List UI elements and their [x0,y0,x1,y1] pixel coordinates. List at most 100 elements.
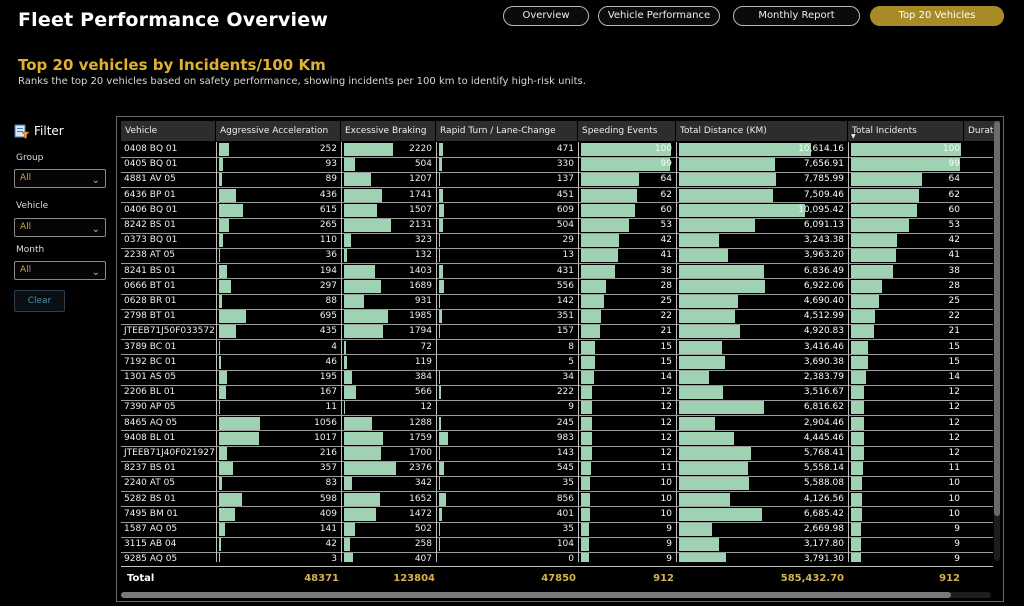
cell-accel: 110 [216,233,341,249]
table-row[interactable]: 8242 BS 01 265 2131 504 53 6,091.13 53 [121,218,993,233]
table-row[interactable]: 2206 BL 01 167 566 222 12 3,516.67 12 [121,385,993,401]
cell-incidents: 15 [848,339,964,355]
row-divider [121,354,993,356]
data-bar-braking [344,416,373,430]
cell-accel: 88 [216,294,341,309]
tab-monthly-report[interactable]: Monthly Report [733,6,860,26]
table-row[interactable]: 0406 BQ 01 615 1507 609 60 10,095.42 60 [121,202,993,218]
clear-button[interactable]: Clear [14,290,65,312]
data-bar-accel [219,431,259,445]
table-row[interactable]: 2798 BT 01 695 1985 351 22 4,512.99 22 [121,309,993,325]
table-row[interactable]: JTEEB71J50F033572 435 1794 157 21 4,920.83 21 [121,324,993,340]
col-header-duration[interactable]: Durat [964,121,1001,141]
row-divider [121,339,993,341]
table-row[interactable]: 7495 BM 01 409 1472 401 10 6,685.42 10 [121,506,993,522]
horizontal-scrollbar[interactable] [121,592,991,598]
table-row[interactable]: 7390 AP 05 11 12 9 12 6,816.62 12 [121,400,993,416]
table-row[interactable]: 0408 BQ 01 252 2220 471 100 10,614.16 100 [121,142,993,157]
row-divider [121,247,993,249]
cell-value-distance: 7,785.99 [803,174,844,185]
data-bar-turn [439,431,448,445]
table-row[interactable]: 3789 BC 01 4 72 8 15 3,416.46 15 [121,339,993,355]
table-row[interactable]: 5282 BS 01 598 1652 856 10 4,126.56 10 [121,491,993,507]
data-bar-distance [679,143,812,156]
row-divider [121,217,993,219]
row-divider [121,491,993,493]
table-row[interactable]: 3115 AB 04 42 258 104 9 3,177.80 9 [121,537,993,553]
data-bar-distance [679,553,727,562]
cell-turn: 556 [436,278,578,294]
data-bar-incidents [851,462,864,476]
table-row[interactable]: 6436 BP 01 436 1741 451 62 7,509.46 62 [121,187,993,203]
tab-overview[interactable]: Overview [503,6,589,26]
table-row[interactable]: 1301 AS 05 195 384 34 14 2,383.79 14 [121,370,993,385]
cell-speeding: 9 [578,537,676,553]
data-bar-braking [344,158,356,172]
cell-value-speeding: 42 [660,235,672,246]
cell-value-speeding: 9 [666,554,672,562]
col-header-total-incidents[interactable]: Total Incidents ▼ [848,121,964,141]
tab-vehicle-performance[interactable]: Vehicle Performance [598,6,720,26]
data-bar-speeding [581,310,601,324]
col-header-rapid-turn[interactable]: Rapid Turn / Lane-Change [436,121,578,141]
col-header-total-distance[interactable]: Total Distance (KM) [676,121,848,141]
data-bar-speeding [581,477,591,491]
table-row[interactable]: 0628 BR 01 88 931 142 25 4,690.40 25 [121,294,993,309]
col-header-speeding-events[interactable]: Speeding Events [578,121,676,141]
vertical-scrollbar[interactable] [994,121,1000,561]
cell-value-braking: 342 [414,478,432,489]
col-header-aggressive-acceleration[interactable]: Aggressive Acceleration [216,121,341,141]
vertical-scrollbar-thumb[interactable] [994,121,1000,516]
month-select[interactable]: All ⌄ [14,261,106,280]
cell-braking: 2220 [341,142,436,157]
table-row[interactable]: 0405 BQ 01 93 504 330 99 7,656.91 99 [121,157,993,173]
table-row[interactable]: 7192 BC 01 46 119 5 15 3,690.38 15 [121,354,993,370]
table-row[interactable]: 1587 AQ 05 141 502 35 9 2,669.98 9 [121,522,993,537]
cell-value-incidents: 14 [948,372,960,382]
cell-incidents: 10 [848,491,964,507]
table-row[interactable]: 9408 BL 01 1017 1759 983 12 4,445.46 12 [121,430,993,446]
data-bar-distance [679,523,713,536]
table-row[interactable]: 8465 AQ 05 1056 1288 245 12 2,904.46 12 [121,415,993,431]
tab-top-20-vehicles[interactable]: Top 20 Vehicles [870,6,1004,26]
col-header-excessive-braking[interactable]: Excessive Braking [341,121,436,141]
table-row[interactable]: 0373 BQ 01 110 323 29 42 3,243.38 42 [121,233,993,249]
horizontal-scrollbar-thumb[interactable] [121,592,951,598]
data-bar-incidents [851,158,961,172]
col-header-vehicle[interactable]: Vehicle [121,121,216,141]
table-row[interactable]: 8241 BS 01 194 1403 431 38 6,836.49 38 [121,263,993,279]
cell-turn: 856 [436,491,578,507]
cell-braking: 931 [341,294,436,309]
cell-braking: 1985 [341,309,436,325]
group-select[interactable]: All ⌄ [14,169,106,188]
row-divider [121,460,993,462]
filter-panel: Filter Group All ⌄ Vehicle All ⌄ Month A… [14,122,110,312]
cell-speeding: 10 [578,506,676,522]
cell-braking: 132 [341,248,436,264]
data-bar-braking [344,219,391,232]
table-row[interactable]: 9285 AQ 05 3 407 0 9 3,791.30 9 [121,552,993,562]
cell-value-braking: 119 [414,356,432,367]
table-row[interactable]: 2238 AT 05 36 132 13 41 3,963.20 41 [121,248,993,264]
cell-value-turn: 143 [556,448,574,458]
table-row[interactable]: 2240 AT 05 83 342 35 10 5,588.08 10 [121,476,993,492]
data-bar-distance [679,371,709,384]
data-bar-incidents [851,401,865,415]
cell-value-speeding: 60 [660,204,672,215]
cell-value-braking: 1652 [409,493,432,504]
table-row[interactable]: JTEEB71J40F021927 216 1700 143 12 5,768.41 12 [121,446,993,461]
table-row[interactable]: 4881 AV 05 89 1207 137 64 7,785.99 64 [121,172,993,188]
cell-accel: 435 [216,324,341,340]
data-bar-turn [439,158,442,172]
cell-value-speeding: 53 [660,220,672,230]
row-divider [121,293,993,295]
cell-braking: 12 [341,400,436,416]
vehicle-select[interactable]: All ⌄ [14,218,106,237]
data-bar-accel [219,158,223,172]
cell-incidents: 12 [848,400,964,416]
table-row[interactable]: 0666 BT 01 297 1689 556 28 6,922.06 28 [121,278,993,294]
data-bar-accel [219,492,243,506]
cell-value-accel: 1056 [314,417,337,428]
data-bar-turn [439,143,444,156]
table-row[interactable]: 8237 BS 01 357 2376 545 11 5,558.14 11 [121,461,993,477]
